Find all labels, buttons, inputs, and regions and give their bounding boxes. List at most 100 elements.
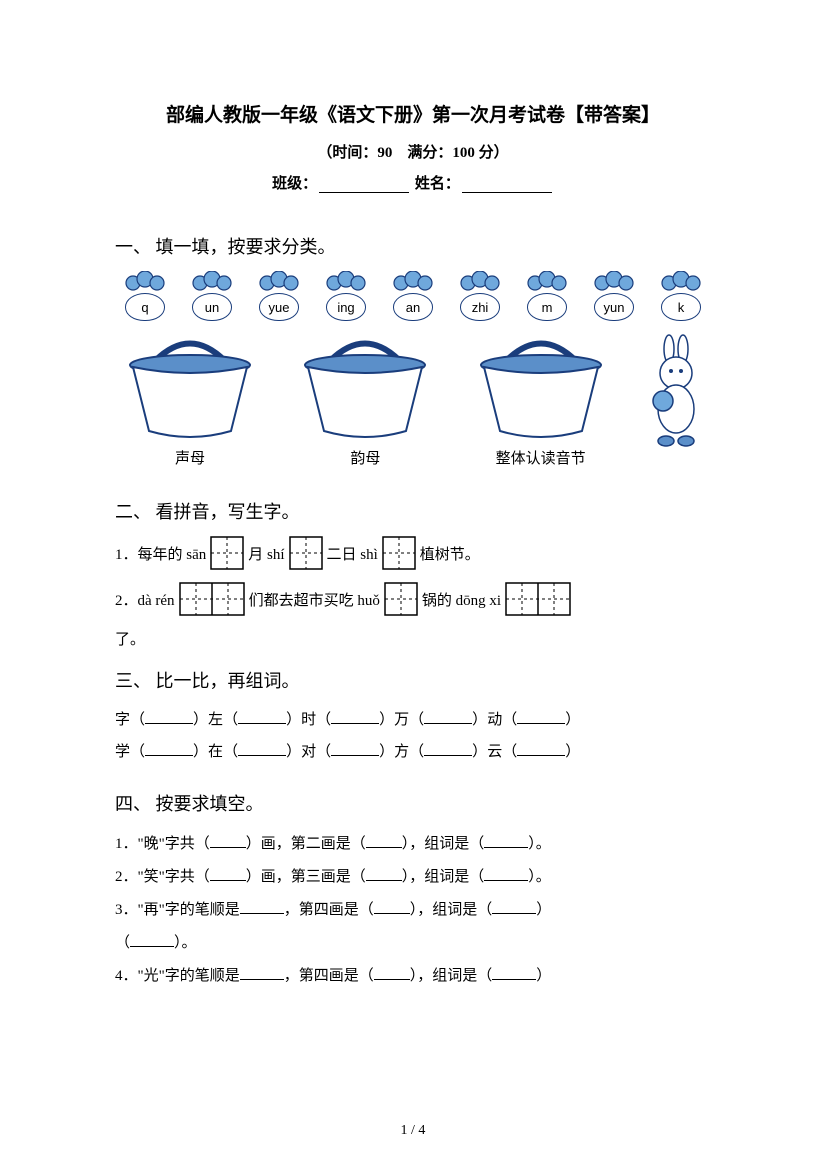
q2-heading: 二、 看拼音，写生字。 — [115, 498, 711, 524]
class-label: 班级： — [272, 176, 317, 192]
tianzi-box-icon[interactable] — [384, 582, 418, 616]
q3-char: 对 — [301, 744, 316, 760]
radish-leaves-icon — [190, 271, 234, 295]
radish-label: an — [393, 293, 433, 321]
q4-text: ），组词是（ — [402, 869, 485, 885]
blank[interactable] — [240, 900, 284, 914]
radish-item: an — [383, 271, 443, 323]
radish-leaves-icon — [324, 271, 368, 295]
q4-text: ，第四画是（ — [284, 968, 374, 984]
blank[interactable] — [240, 966, 284, 980]
q4-text: （ — [115, 935, 130, 951]
q4-item3: 3．"再"字的笔顺是，第四画是（），组词是（） — [115, 894, 711, 927]
blank[interactable] — [145, 742, 193, 756]
blank[interactable] — [145, 710, 193, 724]
blank[interactable] — [210, 867, 246, 881]
q2-text: 1．每年的 sān — [115, 543, 206, 564]
radish-label: k — [661, 293, 701, 321]
tianzi-box-icon[interactable] — [382, 536, 416, 570]
radish-item: k — [651, 271, 711, 323]
buckets-row: 声母 韵母 整体认读音节 — [115, 331, 711, 468]
q2-text: 锅的 dōng xi — [422, 589, 501, 610]
q3-char: 动 — [487, 712, 502, 728]
q1-heading: 一、 填一填，按要求分类。 — [115, 233, 711, 259]
bucket-icon — [115, 331, 265, 441]
radish-item: q — [115, 271, 175, 323]
q2-line3: 了。 — [115, 628, 711, 649]
q2-text: 们都去超市买吃 huǒ — [249, 589, 380, 610]
q4-text: ），组词是（ — [402, 836, 485, 852]
blank[interactable] — [424, 742, 472, 756]
bucket-icon — [466, 331, 616, 441]
q4-text: ），组词是（ — [410, 902, 493, 918]
q2-text: 月 shí — [248, 543, 284, 564]
q3-char: 字 — [115, 712, 130, 728]
q4-text: ）。 — [528, 836, 551, 852]
name-label: 姓名： — [415, 176, 460, 192]
radish-leaves-icon — [592, 271, 636, 295]
q4-text: ）。 — [528, 869, 551, 885]
blank[interactable] — [238, 742, 286, 756]
q4-item4: 4．"光"字的笔顺是，第四画是（），组词是（） — [115, 960, 711, 993]
q4-heading: 四、 按要求填空。 — [115, 790, 711, 816]
q2-text: 2．dà rén — [115, 589, 175, 610]
q2-text: 二日 shì — [327, 543, 378, 564]
rabbit-icon — [641, 331, 711, 456]
q4-text: ）画，第三画是（ — [246, 869, 366, 885]
blank[interactable] — [366, 834, 402, 848]
q4-text: ） — [536, 902, 551, 918]
q3-char: 在 — [208, 744, 223, 760]
q4-text: 2．"笑"字共（ — [115, 869, 210, 885]
blank[interactable] — [210, 834, 246, 848]
tianzi-box-double-icon[interactable] — [179, 582, 245, 616]
q4-text: ）。 — [174, 935, 197, 951]
blank[interactable] — [424, 710, 472, 724]
q3-char: 时 — [301, 712, 316, 728]
tianzi-box-double-icon[interactable] — [505, 582, 571, 616]
blank[interactable] — [331, 742, 379, 756]
radish-label: m — [527, 293, 567, 321]
radish-leaves-icon — [123, 271, 167, 295]
bucket-label: 声母 — [175, 447, 205, 468]
q4-item3b: （ ）。 — [115, 927, 711, 960]
page-number: 1 / 4 — [0, 1123, 826, 1139]
bucket-zhengti: 整体认读音节 — [466, 331, 616, 468]
blank[interactable] — [492, 966, 536, 980]
name-blank[interactable] — [462, 177, 552, 193]
radish-leaves-icon — [659, 271, 703, 295]
blank[interactable] — [492, 900, 536, 914]
blank[interactable] — [484, 834, 528, 848]
radish-label: zhi — [460, 293, 500, 321]
bucket-shengmu: 声母 — [115, 331, 265, 468]
blank[interactable] — [484, 867, 528, 881]
radish-label: q — [125, 293, 165, 321]
exam-title: 部编人教版一年级《语文下册》第一次月考试卷【带答案】 — [115, 100, 711, 127]
blank[interactable] — [517, 710, 565, 724]
bucket-label: 韵母 — [350, 447, 380, 468]
tianzi-box-icon[interactable] — [289, 536, 323, 570]
q3-heading: 三、 比一比，再组词。 — [115, 667, 711, 693]
blank[interactable] — [517, 742, 565, 756]
q3-row1: 字（）左（）时（）万（）动（） — [115, 705, 711, 737]
q3-row2: 学（）在（）对（）方（）云（） — [115, 737, 711, 769]
radish-leaves-icon — [458, 271, 502, 295]
blank[interactable] — [130, 933, 174, 947]
q3-char: 云 — [487, 744, 502, 760]
class-blank[interactable] — [319, 177, 409, 193]
bucket-yunmu: 韵母 — [290, 331, 440, 468]
blank[interactable] — [238, 710, 286, 724]
blank[interactable] — [366, 867, 402, 881]
q2-line1: 1．每年的 sān 月 shí 二日 shì 植树节。 — [115, 536, 711, 570]
radish-item: zhi — [450, 271, 510, 323]
q2-text: 了。 — [115, 628, 145, 649]
blank[interactable] — [374, 900, 410, 914]
radish-item: m — [517, 271, 577, 323]
q4-text: 4．"光"字的笔顺是 — [115, 968, 240, 984]
blank[interactable] — [331, 710, 379, 724]
radish-leaves-icon — [525, 271, 569, 295]
tianzi-box-icon[interactable] — [210, 536, 244, 570]
radish-label: yun — [594, 293, 634, 321]
radish-label: ing — [326, 293, 366, 321]
blank[interactable] — [374, 966, 410, 980]
radish-leaves-icon — [391, 271, 435, 295]
